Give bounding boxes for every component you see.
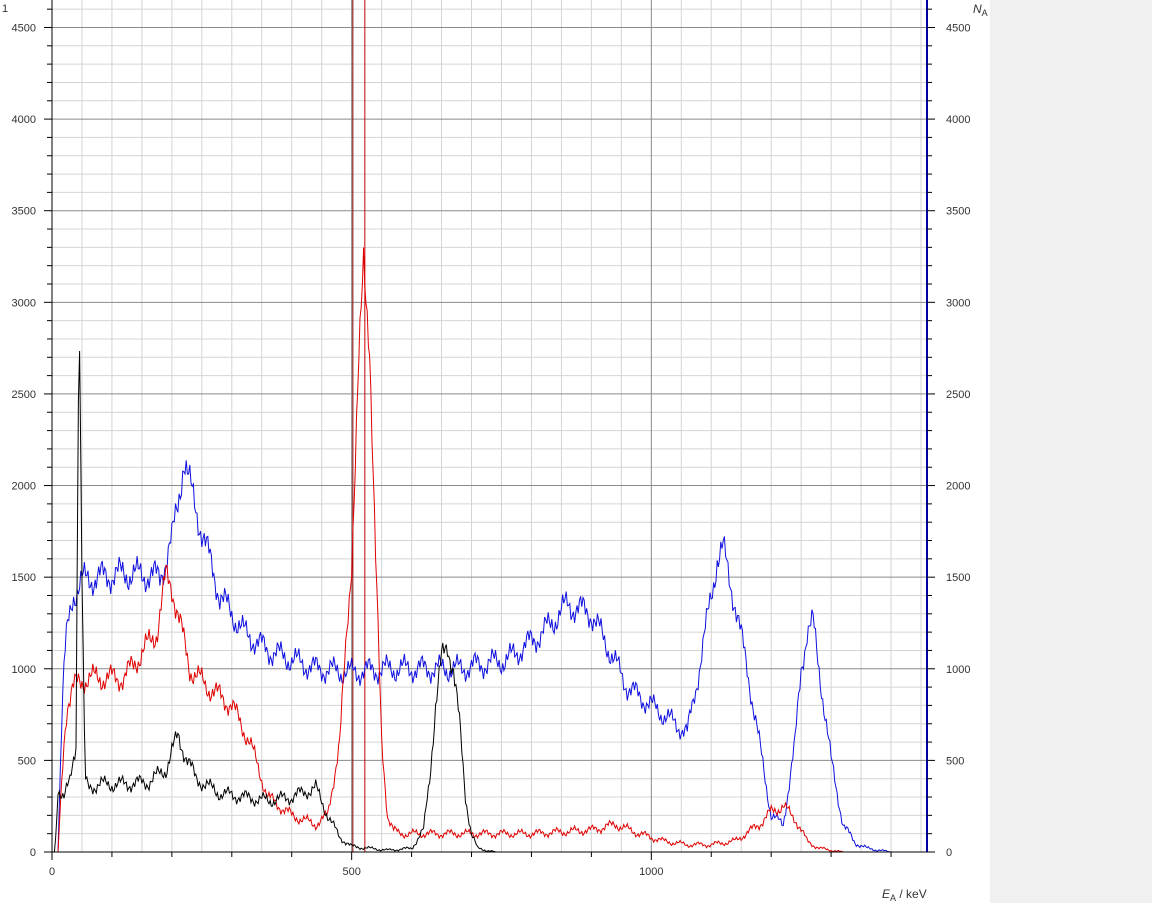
series-line-2: [52, 247, 927, 853]
y-tick-label-right: 2500: [946, 389, 970, 401]
y-tick-label-right: 1000: [946, 664, 970, 676]
y-tick-label-left: 2500: [12, 389, 36, 401]
y-tick-label-right: 0: [946, 847, 952, 859]
y-tick-label-left: 3000: [12, 297, 36, 309]
corner-label: 1: [2, 3, 8, 15]
y-tick-label-right: 1500: [946, 572, 970, 584]
x-axis-title: EA / keV: [882, 887, 927, 903]
y-tick-label-left: 3500: [12, 206, 36, 218]
x-tick-label: 500: [342, 866, 360, 878]
marker-lines: [352, 0, 366, 852]
series-line-1: [52, 460, 927, 853]
axes: [51, 0, 928, 853]
y-tick-label-right: 500: [946, 755, 964, 767]
series-line-3: [52, 350, 927, 853]
y-tick-label-left: 4500: [12, 22, 36, 34]
y-tick-label-right: 3000: [946, 297, 970, 309]
minor-gridlines: [52, 0, 927, 852]
tick-labels: 0 0 500 500 1000 1000 1500 1500 2000 2000 2500 2500…: [12, 22, 971, 878]
y-tick-label-left: 1500: [12, 572, 36, 584]
y-tick-label-left: 2000: [12, 481, 36, 493]
x-tick-label: 0: [49, 866, 55, 878]
y-tick-label-left: 4000: [12, 114, 36, 126]
spectrum-series: [52, 247, 927, 853]
y-tick-label-right: 4500: [946, 22, 970, 34]
x-tick-label: 1000: [639, 866, 663, 878]
y-tick-label-left: 500: [18, 755, 36, 767]
side-panel: [990, 0, 1152, 903]
axis-ticks: [44, 8, 935, 860]
y-tick-label-right: 4000: [946, 114, 970, 126]
y-axis-title: NA: [973, 2, 988, 18]
y-tick-label-left: 1000: [12, 664, 36, 676]
y-tick-label-right: 2000: [946, 481, 970, 493]
y-tick-label-left: 0: [30, 847, 36, 859]
y-tick-label-right: 3500: [946, 206, 970, 218]
